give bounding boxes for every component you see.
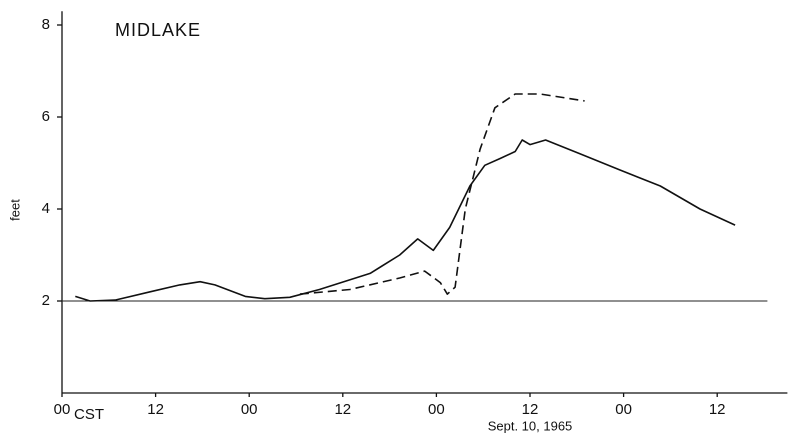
- data-line: [299, 93, 585, 295]
- data-line: [75, 139, 736, 302]
- x-tick-label: 00: [54, 401, 71, 418]
- y-tick-label: 8: [42, 16, 50, 33]
- x-tick-label: 12: [522, 401, 539, 418]
- x-tick-label: 00: [241, 401, 258, 418]
- x-tick-label: 12: [334, 401, 351, 418]
- x-annotation: Sept. 10, 1965: [488, 418, 573, 433]
- y-axis-label: feet: [7, 199, 22, 221]
- chart-title: MIDLAKE: [115, 20, 201, 40]
- x-annotation: CST: [74, 406, 104, 423]
- y-tick-label: 6: [42, 108, 50, 125]
- y-tick-label: 2: [42, 292, 50, 309]
- x-tick-label: 00: [428, 401, 445, 418]
- x-tick-label: 00: [615, 401, 632, 418]
- y-tick-label: 4: [42, 200, 50, 217]
- x-tick-label: 12: [147, 401, 164, 418]
- x-tick-label: 12: [709, 401, 726, 418]
